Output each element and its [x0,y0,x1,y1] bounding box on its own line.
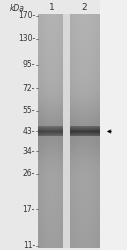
Bar [38,14,100,248]
Text: 170-: 170- [18,12,35,20]
Bar [100,0,127,250]
Text: 11-: 11- [23,242,35,250]
Text: 130-: 130- [18,34,35,43]
Text: 72-: 72- [23,84,35,93]
Text: 2: 2 [81,3,87,12]
Text: 26-: 26- [23,169,35,178]
Text: 95-: 95- [22,60,35,70]
Bar [63,14,70,248]
Text: kDa: kDa [10,4,25,13]
Text: 43-: 43- [22,127,35,136]
Text: 17-: 17- [23,205,35,214]
Text: 34-: 34- [22,147,35,156]
Text: 55-: 55- [22,106,35,115]
Text: 1: 1 [49,3,55,12]
